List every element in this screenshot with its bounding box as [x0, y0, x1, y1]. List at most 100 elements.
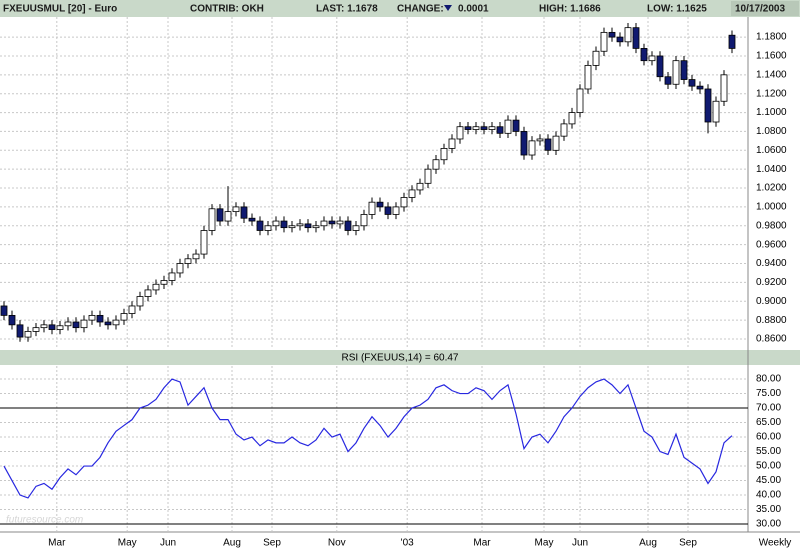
symbol: FXEUUSMUL [20] - Euro	[3, 4, 117, 15]
candle-body	[320, 220, 328, 227]
candle-body	[136, 296, 144, 307]
candle-body	[0, 305, 8, 316]
x-tick-label: Jun	[572, 538, 588, 549]
candle-body	[632, 27, 640, 49]
contrib: CONTRIB: OKH	[190, 4, 264, 15]
y-tick-label: 75.00	[756, 388, 781, 399]
rsi-title: RSI (FXEUUS,14) = 60.47	[342, 353, 459, 364]
x-tick-label: Jun	[160, 538, 176, 549]
watermark: futuresource.com	[6, 515, 83, 526]
candle-body	[352, 225, 360, 231]
y-tick-label: 45.00	[756, 475, 781, 486]
candle-body	[24, 331, 32, 338]
candle-body	[8, 314, 16, 326]
x-tick-label: Aug	[639, 538, 657, 549]
candle-body	[336, 220, 344, 225]
low: LOW: 1.1625	[647, 4, 707, 15]
period: Weekly	[759, 538, 792, 549]
candle-body	[696, 85, 704, 90]
rsi-title-bar	[0, 350, 800, 365]
y-tick-label: 1.1800	[756, 32, 787, 43]
candle-body	[512, 119, 520, 132]
candle-body	[416, 182, 424, 191]
candle-body	[576, 88, 584, 113]
candle-body	[592, 50, 600, 66]
y-tick-label: 60.00	[756, 432, 781, 443]
candle-body	[464, 126, 472, 130]
y-tick-label: 0.8600	[756, 334, 787, 345]
candle-body	[384, 206, 392, 215]
header-bar	[0, 0, 800, 17]
candle-body	[232, 206, 240, 213]
candle-body	[168, 272, 176, 281]
candle-body	[432, 159, 440, 170]
y-tick-label: 80.00	[756, 374, 781, 385]
candle-body	[40, 324, 48, 329]
x-tick-label: Sep	[263, 538, 281, 549]
high: HIGH: 1.1686	[539, 4, 601, 15]
candle-body	[616, 36, 624, 43]
y-tick-label: 1.0000	[756, 202, 787, 213]
y-tick-label: 0.8800	[756, 315, 787, 326]
y-tick-label: 50.00	[756, 461, 781, 472]
y-tick-label: 70.00	[756, 403, 781, 414]
y-tick-label: 35.00	[756, 504, 781, 515]
candle-body	[272, 220, 280, 227]
rsi-line	[3, 378, 733, 499]
candle-body	[720, 74, 728, 102]
candle-body	[280, 220, 288, 229]
candle-body	[328, 220, 336, 225]
candle-body	[480, 126, 488, 130]
y-tick-label: 30.00	[756, 519, 781, 530]
candle-body	[392, 206, 400, 215]
candle-body	[120, 313, 128, 321]
candle-body	[656, 55, 664, 78]
candle-body	[472, 126, 480, 130]
candle-body	[344, 220, 352, 231]
candle-body	[72, 321, 80, 329]
candle-body	[56, 325, 64, 330]
candle-body	[312, 225, 320, 229]
candle-body	[216, 208, 224, 222]
date: 10/17/2003	[735, 4, 785, 15]
candle-body	[712, 100, 720, 123]
candle-body	[376, 201, 384, 208]
candle-body	[48, 324, 56, 330]
candle-body	[288, 225, 296, 229]
x-tick-label: May	[535, 538, 554, 549]
candle-body	[128, 305, 136, 314]
candle-body	[528, 140, 536, 156]
y-tick-label: 1.1000	[756, 107, 787, 118]
candle-body	[408, 189, 416, 198]
change-label: CHANGE:	[397, 4, 444, 15]
y-tick-label: 1.0400	[756, 164, 787, 175]
x-tick-label: '03	[401, 538, 414, 549]
candle-body	[152, 283, 160, 291]
candle-body	[16, 324, 24, 338]
down-arrow	[444, 5, 452, 11]
candle-body	[32, 327, 40, 332]
y-tick-label: 1.1600	[756, 51, 787, 62]
candle-body	[224, 211, 232, 222]
candle-body	[304, 223, 312, 229]
candle-body	[520, 131, 528, 156]
candle-body	[552, 135, 560, 151]
candle-body	[176, 263, 184, 274]
candle-body	[264, 225, 272, 231]
y-tick-label: 65.00	[756, 417, 781, 428]
candle-body	[544, 138, 552, 151]
y-tick-label: 0.9600	[756, 239, 787, 250]
y-tick-label: 1.0800	[756, 126, 787, 137]
candle-body	[440, 148, 448, 161]
candle-body	[64, 321, 72, 327]
y-tick-label: 1.0200	[756, 183, 787, 194]
y-tick-label: 55.00	[756, 446, 781, 457]
candle-body	[672, 60, 680, 85]
x-tick-label: Mar	[48, 538, 66, 549]
y-tick-label: 0.9800	[756, 220, 787, 231]
candle-body	[488, 126, 496, 130]
candle-body	[240, 206, 248, 219]
